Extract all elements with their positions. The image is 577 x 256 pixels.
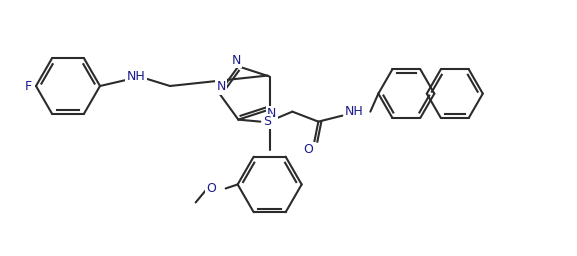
Text: NH: NH xyxy=(126,69,145,82)
Text: F: F xyxy=(24,80,32,92)
Text: O: O xyxy=(304,143,313,156)
Text: N: N xyxy=(216,80,226,93)
Text: N: N xyxy=(267,107,276,120)
Text: S: S xyxy=(263,115,271,128)
Text: NH: NH xyxy=(345,105,364,118)
Text: O: O xyxy=(207,182,216,195)
Text: N: N xyxy=(231,54,241,67)
